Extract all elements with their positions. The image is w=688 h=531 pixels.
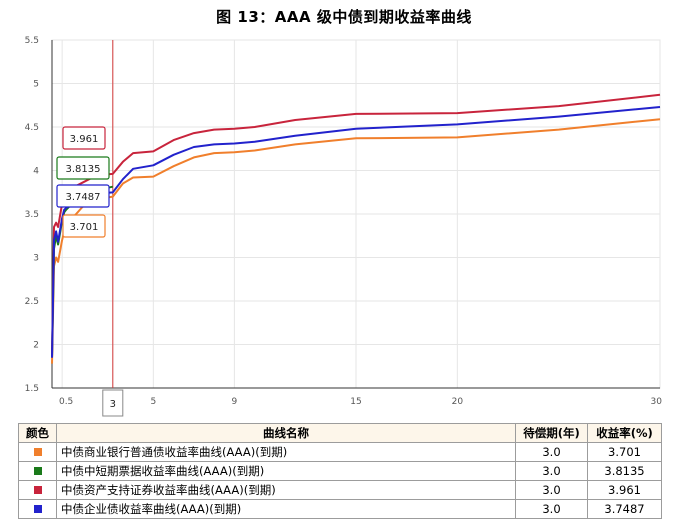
table-row: 中债商业银行普通债收益率曲线(AAA)(到期) 3.0 3.701: [18, 442, 662, 462]
chart-title: 图 13：AAA 级中债到期收益率曲线: [216, 8, 472, 26]
term-cell: 3.0: [515, 480, 588, 500]
yield-cell: 3.7487: [587, 499, 662, 519]
value-tooltip-box: [62, 214, 106, 238]
term-cell: 3.0: [515, 499, 588, 519]
value-tooltip-box: [62, 126, 106, 150]
color-swatch: [33, 448, 42, 456]
yield-cell: 3.701: [587, 442, 662, 462]
yield-curve-chart[interactable]: 1.5 2 2.5 3 3.5 4 4.5 5 5.5 0.5 5 9 15 20 30 3.961 3.813…: [0, 30, 688, 420]
curve-name-cell: 中债中短期票据收益率曲线(AAA)(到期): [56, 461, 516, 481]
value-tooltip-box: [56, 156, 110, 180]
x-tick-label: 5: [150, 397, 156, 407]
curve-name-cell: 中债资产支持证券收益率曲线(AAA)(到期): [56, 480, 516, 500]
y-tick-label: 2.5: [25, 297, 39, 307]
color-cell: [18, 461, 57, 481]
x-tick-label: 20: [452, 397, 464, 407]
term-cell: 3.0: [515, 461, 588, 481]
table-row: 中债企业债收益率曲线(AAA)(到期) 3.0 3.7487: [18, 499, 662, 519]
curve-name-cell: 中债企业债收益率曲线(AAA)(到期): [56, 499, 516, 519]
y-tick-label: 2: [33, 341, 39, 351]
series-line-0[interactable]: [51, 118, 661, 364]
y-tick-label: 5.5: [25, 36, 39, 46]
table-row: 中债中短期票据收益率曲线(AAA)(到期) 3.0 3.8135: [18, 461, 662, 481]
value-tooltip-box: [56, 184, 110, 208]
x-tick-label: 15: [350, 397, 361, 407]
value-tooltip-label: 3.7487: [66, 192, 101, 203]
y-tick-label: 4.5: [25, 123, 39, 133]
color-cell: [18, 499, 57, 519]
curve-name-cell: 中债商业银行普通债收益率曲线(AAA)(到期): [56, 442, 516, 462]
header-term: 待偿期(年): [515, 423, 588, 443]
y-tick-label: 3: [33, 254, 39, 264]
value-tooltip-label: 3.8135: [66, 164, 101, 175]
yield-cell: 3.961: [587, 480, 662, 500]
x-tick-label: 30: [651, 397, 663, 407]
header-color: 颜色: [18, 423, 57, 443]
table-header-row: 颜色 曲线名称 待偿期(年) 收益率(%): [18, 423, 662, 443]
color-swatch: [33, 505, 42, 513]
y-tick-label: 4: [33, 167, 39, 177]
selected-term-label: 3: [110, 399, 116, 410]
color-swatch: [33, 486, 42, 494]
value-tooltip-label: 3.961: [70, 134, 99, 145]
y-tick-label: 1.5: [25, 384, 39, 394]
header-curve-name: 曲线名称: [56, 423, 516, 443]
color-swatch: [33, 467, 42, 475]
header-yield: 收益率(%): [587, 423, 662, 443]
y-tick-label: 5: [33, 80, 39, 90]
selected-term-marker[interactable]: [102, 389, 124, 417]
y-tick-label: 3.5: [25, 210, 39, 220]
value-tooltip-label: 3.701: [70, 222, 99, 233]
color-cell: [18, 480, 57, 500]
table-row: 中债资产支持证券收益率曲线(AAA)(到期) 3.0 3.961: [18, 480, 662, 500]
series-line-3[interactable]: [51, 106, 661, 358]
color-cell: [18, 442, 57, 462]
curve-legend-table: 颜色 曲线名称 待偿期(年) 收益率(%) 中债商业银行普通债收益率曲线(AAA…: [18, 423, 662, 519]
x-tick-label: 0.5: [59, 397, 73, 407]
x-tick-label: 9: [232, 397, 238, 407]
yield-cell: 3.8135: [587, 461, 662, 481]
term-cell: 3.0: [515, 442, 588, 462]
